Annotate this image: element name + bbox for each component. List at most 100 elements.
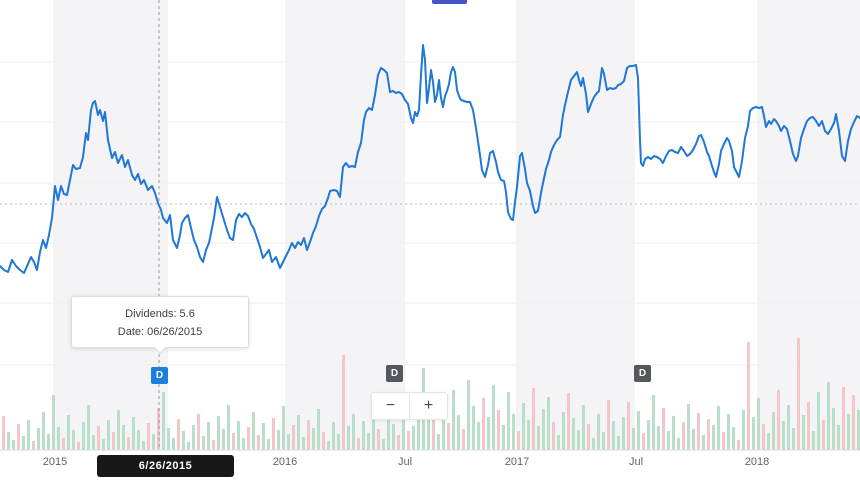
volume-bar	[122, 425, 125, 450]
volume-bar	[432, 412, 435, 450]
volume-bar	[402, 407, 405, 450]
volume-bar	[162, 392, 165, 450]
x-axis-label: Jul	[628, 456, 644, 468]
dividend-marker-active[interactable]: D	[151, 367, 168, 384]
volume-bar	[497, 410, 500, 450]
volume-bar	[492, 385, 495, 450]
crosshair-date-flag: 6/26/2015	[97, 455, 234, 477]
volume-bar	[632, 428, 635, 450]
volume-bar	[222, 429, 225, 450]
volume-bar	[672, 416, 675, 450]
volume-bar	[372, 410, 375, 450]
volume-bar	[752, 417, 755, 450]
zoom-in-button[interactable]: +	[410, 393, 447, 419]
volume-bar	[217, 416, 220, 450]
volume-bar	[792, 428, 795, 450]
volume-bar	[622, 417, 625, 450]
dividend-marker[interactable]: D	[634, 365, 651, 382]
volume-bar	[662, 408, 665, 450]
volume-bar	[312, 428, 315, 450]
volume-bar	[537, 426, 540, 450]
volume-bar	[82, 422, 85, 450]
volume-bar	[852, 395, 855, 450]
volume-bar	[147, 423, 150, 450]
volume-bar	[807, 402, 810, 450]
volume-bar	[737, 440, 740, 450]
zoom-out-button[interactable]: −	[372, 393, 409, 419]
volume-bar	[527, 420, 530, 450]
volume-bar	[352, 414, 355, 450]
volume-bar	[772, 412, 775, 450]
volume-bar	[657, 426, 660, 450]
dividend-tooltip: Dividends: 5.6 Date: 06/26/2015	[71, 296, 249, 354]
volume-bar	[847, 414, 850, 450]
volume-bar	[57, 427, 60, 450]
volume-bar	[707, 419, 710, 450]
volume-bar	[697, 413, 700, 450]
volume-bar	[187, 442, 190, 450]
period-band	[516, 0, 635, 450]
volume-bar	[92, 435, 95, 450]
volume-bar	[567, 393, 570, 450]
volume-bar	[477, 422, 480, 450]
volume-bar	[212, 440, 215, 450]
volume-bar	[132, 417, 135, 450]
volume-bar	[842, 387, 845, 450]
dividend-marker[interactable]: D	[386, 365, 403, 382]
volume-bar	[767, 433, 770, 450]
volume-bar	[812, 431, 815, 450]
volume-bar	[587, 424, 590, 450]
volume-bar	[732, 427, 735, 450]
volume-bar	[522, 403, 525, 450]
volume-bar	[757, 398, 760, 450]
volume-bar	[237, 421, 240, 450]
volume-bar	[787, 405, 790, 450]
volume-bar	[742, 410, 745, 450]
volume-bar	[482, 398, 485, 450]
volume-bar	[37, 428, 40, 450]
volume-bar	[197, 414, 200, 450]
volume-bar	[342, 355, 345, 450]
volume-bar	[232, 433, 235, 450]
volume-bar	[777, 390, 780, 450]
period-button-fragment[interactable]	[432, 0, 467, 4]
volume-bar	[142, 441, 145, 450]
volume-bar	[607, 400, 610, 450]
x-axis-label: 2016	[272, 456, 298, 468]
volume-bar	[462, 429, 465, 450]
volume-bar	[612, 421, 615, 450]
volume-bar	[677, 438, 680, 450]
volume-bar	[227, 405, 230, 450]
volume-bar	[637, 411, 640, 450]
volume-bar	[722, 432, 725, 450]
volume-bar	[272, 418, 275, 450]
volume-bar	[822, 420, 825, 450]
volume-bar	[282, 406, 285, 450]
volume-bar	[642, 433, 645, 450]
volume-bar	[72, 430, 75, 450]
period-band	[53, 0, 168, 450]
volume-bar	[67, 415, 70, 450]
x-axis-label: 2015	[42, 456, 68, 468]
volume-bar	[387, 417, 390, 450]
zoom-control-divider	[409, 393, 410, 419]
volume-bar	[297, 415, 300, 450]
volume-bar	[582, 405, 585, 450]
volume-bar	[62, 438, 65, 450]
volume-bar	[172, 438, 175, 450]
volume-bar	[827, 382, 830, 450]
volume-bar	[292, 425, 295, 450]
volume-bar	[452, 390, 455, 450]
volume-bar	[382, 439, 385, 450]
volume-bar	[2, 416, 5, 450]
volume-bar	[112, 432, 115, 450]
volume-bar	[412, 426, 415, 450]
volume-bar	[357, 438, 360, 450]
volume-bar	[327, 441, 330, 450]
volume-bar	[467, 380, 470, 450]
volume-bar	[27, 420, 30, 450]
volume-bar	[667, 431, 670, 450]
volume-bar	[17, 424, 20, 450]
